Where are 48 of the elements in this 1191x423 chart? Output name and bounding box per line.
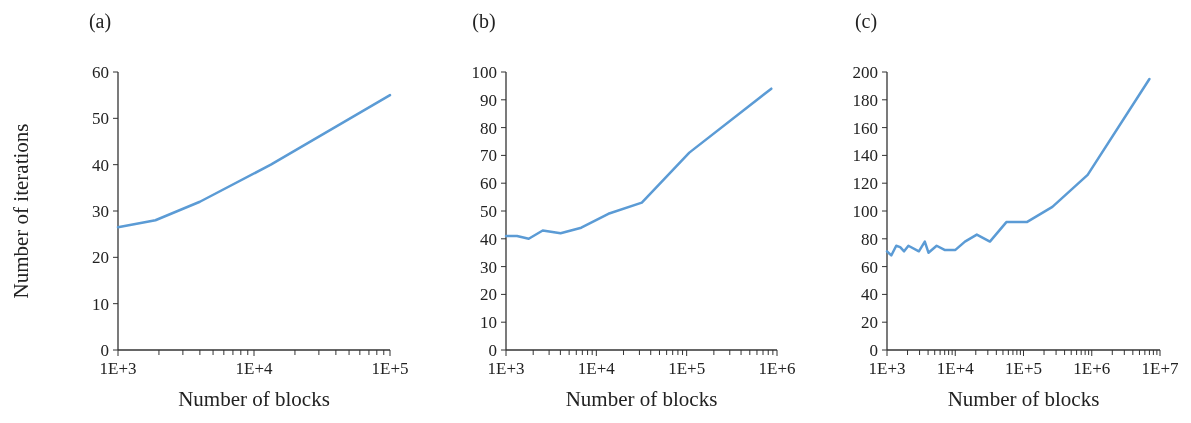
x-tick-label: 1E+3 [868, 359, 906, 378]
chart-title: (a) [88, 10, 112, 33]
x-axis-title: Number of blocks [565, 387, 718, 411]
y-tick-label: 60 [480, 174, 497, 194]
x-tick-label: 1E+3 [99, 359, 137, 378]
x-tick-label: 1E+7 [1141, 359, 1179, 378]
y-tick-label: 10 [92, 294, 109, 314]
y-tick-label: 40 [480, 229, 497, 249]
y-tick-label: 80 [861, 229, 878, 249]
y-tick-label: 20 [92, 248, 109, 268]
y-tick-label: 120 [852, 174, 878, 194]
y-tick-label: 160 [852, 118, 878, 138]
y-tick-label: 40 [861, 285, 878, 305]
y-tick-label: 10 [480, 313, 497, 333]
y-tick-label: 100 [852, 201, 878, 221]
y-tick-label: 40 [92, 155, 109, 175]
y-tick-label: 90 [480, 90, 497, 110]
x-tick-label: 1E+4 [235, 359, 273, 378]
y-tick-label: 50 [480, 201, 497, 221]
y-tick-label: 140 [852, 146, 878, 166]
y-tick-label: 0 [488, 340, 497, 360]
y-tick-label: 100 [471, 62, 497, 82]
chart-title: (c) [854, 10, 878, 33]
y-tick-label: 0 [100, 340, 109, 360]
y-tick-label: 80 [480, 118, 497, 138]
y-tick-label: 20 [480, 285, 497, 305]
y-tick-label: 20 [861, 313, 878, 333]
y-tick-label: 70 [480, 146, 497, 166]
y-tick-label: 60 [861, 257, 878, 277]
chart-title: (b) [472, 10, 496, 33]
x-tick-label: 1E+6 [758, 359, 796, 378]
y-tick-label: 200 [852, 62, 878, 82]
y-tick-label: 60 [92, 62, 109, 82]
x-axis-title: Number of blocks [947, 387, 1100, 411]
x-tick-label: 1E+5 [668, 359, 706, 378]
x-tick-label: 1E+5 [1005, 359, 1042, 378]
y-tick-label: 50 [92, 109, 109, 129]
x-tick-label: 1E+4 [577, 359, 616, 378]
x-tick-label: 1E+4 [936, 359, 975, 378]
y-tick-label: 180 [852, 90, 878, 110]
x-tick-label: 1E+5 [371, 359, 409, 378]
x-tick-label: 1E+6 [1073, 359, 1111, 378]
y-tick-label: 30 [480, 257, 497, 277]
x-axis-title: Number of blocks [178, 387, 330, 411]
y-tick-label: 30 [92, 201, 109, 221]
x-tick-label: 1E+3 [487, 359, 525, 378]
y-tick-label: 0 [869, 340, 878, 360]
y-axis-title: Number of iterations [9, 123, 33, 299]
